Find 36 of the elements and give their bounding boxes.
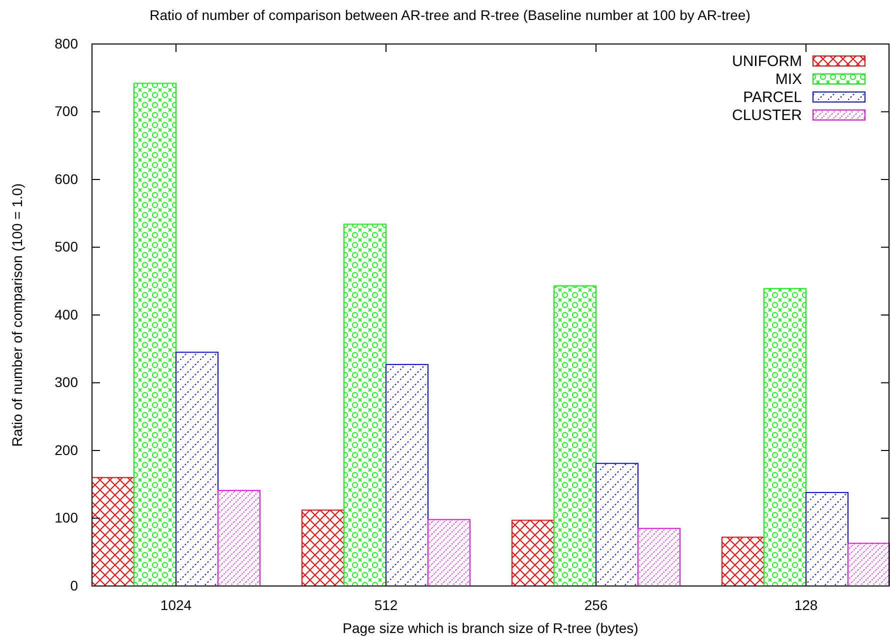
bar [722, 536, 764, 586]
x-axis-title: Page size which is branch size of R-tree (bytes) [342, 620, 638, 636]
bar [386, 364, 428, 586]
y-tick-label: 800 [54, 35, 78, 52]
bar [596, 462, 638, 586]
y-tick-label: 500 [54, 238, 78, 255]
bar [134, 82, 176, 586]
bar [764, 288, 806, 586]
x-tick-label: 128 [794, 596, 818, 613]
y-tick-label: 0 [70, 577, 78, 594]
y-tick-label: 600 [54, 170, 78, 187]
y-tick-label: 700 [54, 103, 78, 120]
bar [176, 352, 218, 586]
x-tick-label: 512 [374, 596, 398, 613]
legend-label: MIX [775, 71, 802, 88]
y-axis-title: Ratio of number of comparison (100 = 1.0) [9, 183, 25, 447]
bar [638, 528, 680, 586]
bar [92, 477, 134, 586]
bar [218, 490, 260, 586]
legend-label: PARCEL [743, 89, 802, 106]
y-tick-label: 200 [54, 442, 78, 458]
legend-label: CLUSTER [732, 107, 802, 124]
y-tick-label: 300 [54, 374, 78, 390]
bar [848, 542, 890, 586]
y-tick-label: 400 [54, 306, 78, 322]
bar [512, 520, 554, 586]
bar [554, 285, 596, 586]
y-tick-label: 100 [54, 510, 78, 526]
x-tick-label: 256 [584, 596, 608, 613]
x-tick-label: 1024 [160, 596, 192, 613]
legend-label: UNIFORM [732, 53, 802, 70]
bar [806, 492, 848, 586]
chart-title: Ratio of number of comparison between AR-tree and R-tree (Baseline number at 100 by AR-tree) [150, 7, 750, 23]
bar [302, 510, 344, 586]
bar [344, 224, 386, 586]
bar [428, 519, 470, 586]
